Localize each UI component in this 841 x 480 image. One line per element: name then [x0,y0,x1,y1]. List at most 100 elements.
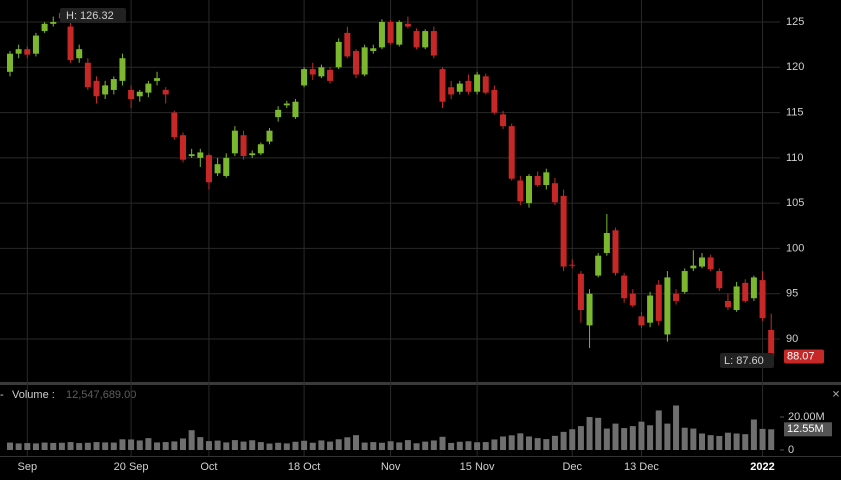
volume-bar [586,417,593,450]
volume-bar [7,442,13,450]
volume-title: Volume : [12,389,55,401]
candle-body [491,89,498,113]
candle-body [733,286,740,311]
high-label-box [60,8,126,23]
candle-body [664,277,671,335]
x-tick-label: Nov [381,461,401,473]
candle-body [413,31,420,48]
candle-body [154,78,161,81]
candle-body [318,67,325,77]
candle-body [500,114,507,127]
candle-body [32,35,39,54]
candle-body [249,153,256,156]
candle-body [119,58,126,81]
volume-bar [145,438,152,450]
volume-bar [551,435,558,450]
volume-bar [180,438,186,450]
volume-bar [577,426,584,450]
last-price-label: 88.07 [787,350,815,362]
candle-body [67,26,74,61]
candle-body [50,22,57,24]
candle-body [292,101,299,118]
low-label: L: 87.60 [724,355,764,367]
volume-bar [526,436,532,450]
candle-body [231,130,238,154]
volume-bar [283,443,290,450]
hl-labels: H: 126.32 L: 87.60 [60,8,774,368]
volume-bar [560,431,567,450]
candle-body [171,112,178,138]
x-tick-label: 2022 [750,461,774,473]
volume-bar [716,435,723,450]
candle-body [560,195,567,267]
volume-bar [249,440,256,450]
volume-bar [430,440,437,450]
candle-body [15,49,22,54]
candle-body [110,79,117,90]
x-tick-label: 18 Oct [288,461,320,473]
candle-body [301,69,308,86]
volume-bar [292,441,299,450]
volume-bar [136,440,143,450]
candle-body [361,47,368,75]
volume-bar [76,443,83,450]
candle-body [214,164,221,174]
candle-body [180,135,186,160]
y-tick-label: 115 [786,106,804,118]
candle-body [465,80,472,92]
volume-bar [361,442,368,450]
volume-bar [162,442,169,450]
candle-body [136,91,143,97]
candle-body [586,293,593,326]
volume-bar [517,433,524,450]
volume-bar [690,428,697,450]
candle-body [93,80,100,97]
volume-bar [301,440,308,450]
volume-bar [188,430,195,450]
volume-bar [603,428,610,450]
candle-body [430,31,437,56]
x-tick-label: 20 Sep [114,461,149,473]
volume-bar [335,439,342,450]
candle-body [240,135,247,157]
candle-body [257,144,264,154]
candle-body [750,277,757,299]
volume-bar [396,442,403,450]
last-price-box [784,349,824,364]
volume-bar [93,442,100,450]
volume-bar [707,435,714,450]
volume-bar [500,436,507,450]
candle-body [456,83,463,92]
candle-body [205,155,212,183]
volume-bar [759,428,766,450]
low-label-box [720,353,774,368]
candle-body [647,295,654,323]
volume-bar [50,442,57,450]
candle-body [309,69,316,75]
volume-bar [404,440,411,450]
high-label: H: 126.32 [66,10,114,22]
y-tick-label: 90 [786,333,798,345]
candle-body [629,293,636,306]
candle-body [188,154,195,157]
candle-body [768,329,775,357]
candle-body [370,48,377,51]
close-pane-icon[interactable]: ✕ [832,390,840,401]
volume-bar [223,442,230,450]
volume-bar [205,441,212,450]
volume-bar [474,442,481,450]
candle-body [422,31,429,48]
candle-body [378,22,385,48]
volume-bar [171,441,178,450]
candle-body [41,23,48,32]
volume-bar [750,419,757,450]
candle-body [612,230,619,273]
y-tick-label: 120 [786,61,804,73]
volume-bar [664,423,671,450]
volume-bar [110,442,117,450]
candle-body [508,126,515,179]
candle-body [526,175,532,204]
volume-bar [275,442,282,450]
